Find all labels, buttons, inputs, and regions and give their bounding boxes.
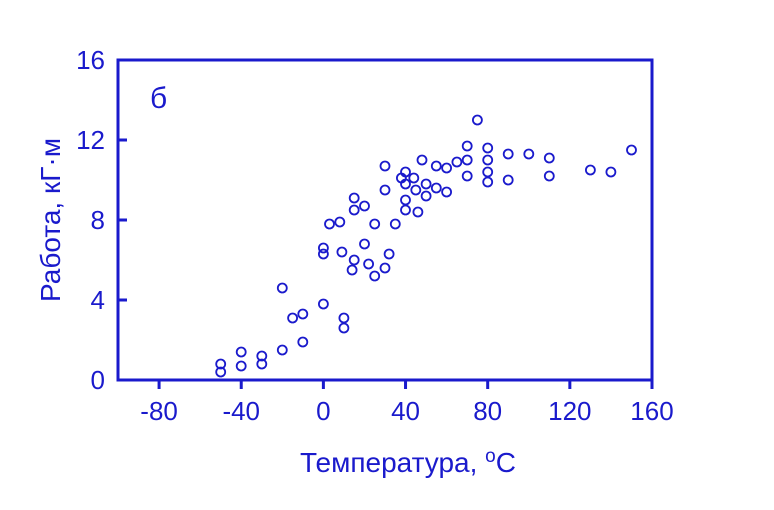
data-point — [502, 174, 514, 186]
y-tick-label: 8 — [91, 205, 105, 235]
data-point — [379, 262, 391, 274]
data-point — [389, 218, 401, 230]
panel-label: б — [150, 82, 167, 115]
data-point — [502, 148, 514, 160]
data-point — [369, 270, 381, 282]
x-tick-label: 40 — [391, 396, 420, 426]
data-point — [348, 254, 360, 266]
data-point — [482, 166, 494, 178]
x-tick-label: 160 — [630, 396, 673, 426]
data-point — [605, 166, 617, 178]
data-point — [400, 178, 411, 190]
data-point — [363, 258, 375, 270]
x-axis-title-text: Температура, — [300, 447, 485, 478]
y-tick-label: 16 — [76, 45, 105, 75]
data-point — [410, 184, 422, 196]
data-point — [408, 172, 420, 184]
data-point — [235, 360, 247, 372]
data-point — [430, 160, 442, 172]
data-point — [287, 312, 299, 324]
data-point — [338, 312, 350, 324]
data-point — [276, 282, 288, 294]
x-axis-title: Температура, oC — [300, 446, 516, 478]
data-point — [297, 336, 309, 348]
data-point — [348, 204, 360, 216]
data-point — [416, 154, 428, 166]
y-axis-title: Работа, кГ·м — [35, 138, 66, 302]
data-point — [420, 190, 432, 202]
data-point — [420, 178, 432, 190]
axis-ticks: -80 -40 0 40 80 120 160 0 4 8 12 16 — [76, 45, 674, 426]
data-point — [482, 142, 494, 154]
data-point — [523, 148, 535, 160]
y-tick-label: 0 — [91, 365, 105, 395]
data-points — [215, 114, 637, 378]
data-point — [379, 160, 391, 172]
y-tick-label: 12 — [76, 125, 105, 155]
data-point — [336, 246, 348, 258]
data-point — [369, 218, 381, 230]
data-point — [215, 366, 227, 378]
data-point — [441, 186, 453, 198]
data-point — [317, 242, 329, 254]
data-point — [400, 204, 411, 216]
data-point — [430, 182, 442, 194]
y-tick-label: 4 — [91, 285, 105, 315]
data-point — [482, 176, 494, 188]
data-point — [346, 264, 358, 276]
data-point — [215, 358, 227, 370]
data-point — [317, 298, 329, 310]
data-point — [256, 350, 268, 362]
data-point — [379, 184, 391, 196]
data-point — [441, 162, 453, 174]
data-point — [400, 194, 411, 206]
x-tick-label: -40 — [222, 396, 260, 426]
data-point — [626, 144, 637, 156]
data-point — [338, 322, 350, 334]
x-tick-label: 80 — [473, 396, 502, 426]
data-point — [543, 152, 555, 164]
x-tick-label: -80 — [140, 396, 178, 426]
x-axis-title-unit: C — [496, 447, 516, 478]
data-point — [256, 358, 268, 370]
data-point — [276, 344, 288, 356]
data-point — [400, 166, 411, 178]
data-point — [451, 156, 463, 168]
data-point — [461, 170, 473, 182]
x-tick-label: 120 — [548, 396, 591, 426]
data-point — [585, 164, 596, 176]
data-point — [297, 308, 309, 320]
x-tick-label: 0 — [316, 396, 330, 426]
plot-frame — [116, 58, 654, 382]
data-point — [461, 140, 473, 152]
data-point — [235, 346, 247, 358]
data-point — [324, 218, 335, 230]
data-point — [482, 154, 494, 166]
data-point — [359, 200, 370, 212]
data-point — [317, 248, 329, 260]
data-point — [383, 248, 395, 260]
data-point — [461, 154, 473, 166]
data-point — [359, 238, 370, 250]
data-point — [543, 170, 555, 182]
data-point — [412, 206, 424, 218]
data-point — [348, 192, 360, 204]
data-point — [334, 216, 346, 228]
data-point — [471, 114, 483, 126]
x-axis-title-superscript: o — [485, 446, 496, 467]
